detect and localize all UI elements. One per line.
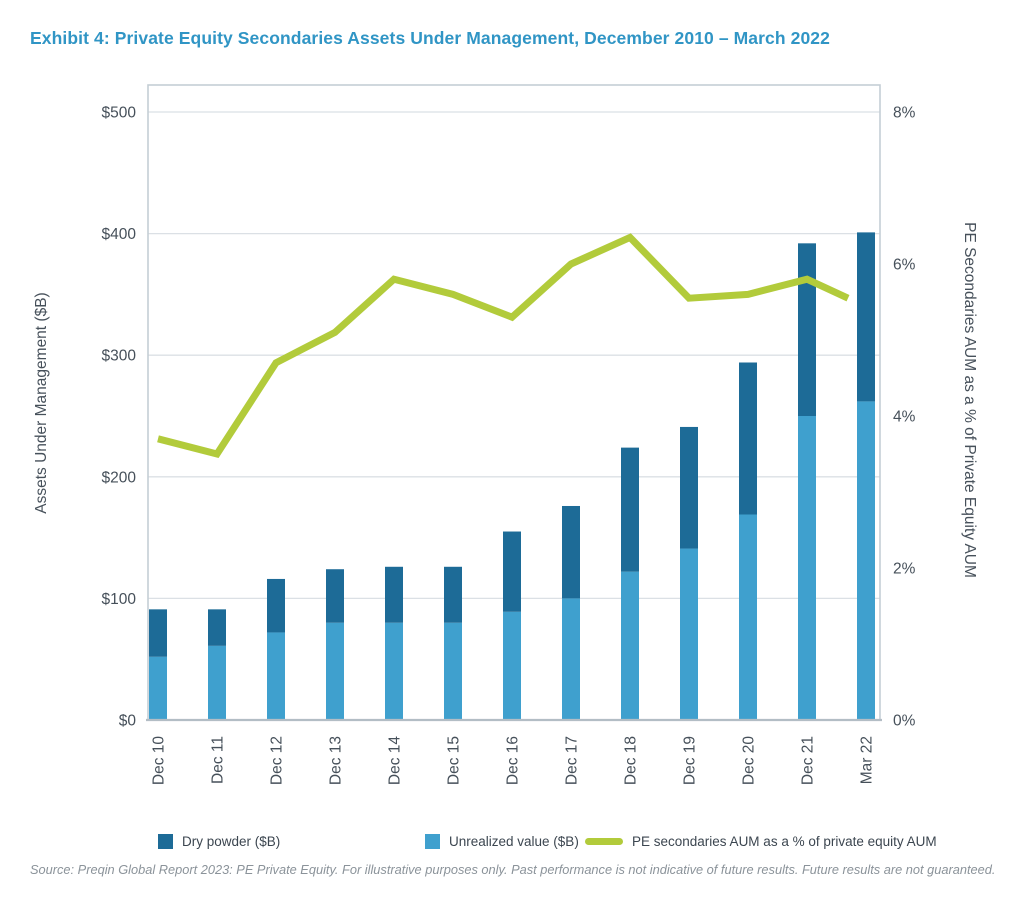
left-axis-title: Assets Under Management ($B) <box>33 292 50 513</box>
plot-frame <box>146 84 882 722</box>
legend-label-pe-secondaries: PE secondaries AUM as a % of private equ… <box>632 833 937 849</box>
bar-unrealized-dec-11 <box>208 645 226 720</box>
x-category-label: Dec 13 <box>328 736 345 785</box>
right-tick-label: 4% <box>893 409 916 426</box>
bar-dry-powder-dec-15 <box>444 566 462 623</box>
left-axis-tick-labels: $0 $100 $200 $300 $400 $500 <box>102 105 137 730</box>
gridlines <box>148 111 880 600</box>
bar-dry-powder-dec-12 <box>267 578 285 633</box>
right-tick-label: 8% <box>893 105 916 122</box>
left-tick-label: $500 <box>102 105 137 122</box>
bar-unrealized-dec-16 <box>503 611 521 720</box>
bar-dry-powder-dec-17 <box>562 505 580 599</box>
left-tick-label: $100 <box>102 591 137 608</box>
bar-dry-powder-mar-22 <box>857 232 875 402</box>
bar-unrealized-dec-21 <box>798 416 816 720</box>
bar-unrealized-dec-10 <box>149 656 167 720</box>
bar-unrealized-dec-12 <box>267 632 285 720</box>
legend-item-pe-secondaries-line: PE secondaries AUM as a % of private equ… <box>585 831 937 851</box>
x-category-label: Dec 17 <box>564 736 581 785</box>
line-swatch-icon <box>585 837 623 845</box>
x-category-label: Dec 19 <box>682 736 699 785</box>
bar-dry-powder-dec-18 <box>621 447 639 572</box>
bar-dry-powder-dec-10 <box>149 609 167 657</box>
left-tick-label: $400 <box>102 226 137 243</box>
left-tick-label: $0 <box>119 713 137 730</box>
bar-unrealized-dec-19 <box>680 548 698 720</box>
x-category-label: Dec 21 <box>800 736 817 785</box>
chart-title: Exhibit 4: Private Equity Secondaries As… <box>30 28 830 48</box>
left-tick-label: $200 <box>102 469 137 486</box>
legend-label-dry-powder: Dry powder ($B) <box>182 833 281 849</box>
unrealized-value-swatch-icon <box>425 833 440 849</box>
bar-unrealized-dec-13 <box>326 622 344 720</box>
right-tick-label: 6% <box>893 257 916 274</box>
bar-unrealized-dec-14 <box>385 622 403 720</box>
legend-item-dry-powder: Dry powder ($B) <box>158 831 280 851</box>
x-category-label: Dec 10 <box>151 736 168 785</box>
aum-percentage-polyline <box>157 233 850 459</box>
right-tick-label: 0% <box>893 713 916 730</box>
bar-unrealized-dec-17 <box>562 598 580 720</box>
x-category-label: Mar 22 <box>859 736 876 784</box>
bar-unrealized-dec-15 <box>444 622 462 720</box>
pe-secondaries-line <box>157 233 850 459</box>
bar-unrealized-dec-18 <box>621 571 639 720</box>
right-axis-title: PE Secondaries AUM as a % of Private Equ… <box>961 222 978 578</box>
bar-dry-powder-dec-14 <box>385 566 403 623</box>
x-axis-category-labels: Dec 10 Dec 11 Dec 12 Dec 13 Dec 14 Dec 15 Dec … <box>151 736 876 785</box>
bar-dry-powder-dec-21 <box>798 243 816 416</box>
bar-unrealized-mar-22 <box>857 401 875 720</box>
x-category-label: Dec 14 <box>387 736 404 785</box>
bar-unrealized-dec-20 <box>739 514 757 720</box>
legend: Dry powder ($B) Unrealized value ($B) PE… <box>0 831 1024 851</box>
bar-dry-powder-dec-19 <box>680 426 698 549</box>
x-category-label: Dec 12 <box>269 736 286 785</box>
legend-item-unrealized-value: Unrealized value ($B) <box>425 831 579 851</box>
bar-dry-powder-dec-20 <box>739 362 757 515</box>
source-note: Source: Preqin Global Report 2023: PE Pr… <box>30 862 996 877</box>
left-tick-label: $300 <box>102 348 137 365</box>
right-tick-label: 2% <box>893 561 916 578</box>
dry-powder-swatch-icon <box>158 833 173 849</box>
bar-dry-powder-dec-11 <box>208 609 226 646</box>
bars <box>149 232 875 720</box>
legend-label-unrealized-value: Unrealized value ($B) <box>449 833 579 849</box>
x-category-label: Dec 11 <box>210 736 227 784</box>
chart-canvas: $0 $100 $200 $300 $400 $500 0% 2% 4% 6% 8% Dec 10… <box>33 84 978 785</box>
bar-dry-powder-dec-13 <box>326 569 344 623</box>
x-category-label: Dec 20 <box>741 736 758 785</box>
x-category-label: Dec 15 <box>446 736 463 785</box>
x-category-label: Dec 16 <box>505 736 522 785</box>
right-axis-tick-labels: 0% 2% 4% 6% 8% <box>893 105 916 730</box>
bar-dry-powder-dec-16 <box>503 531 521 612</box>
x-category-label: Dec 18 <box>623 736 640 785</box>
